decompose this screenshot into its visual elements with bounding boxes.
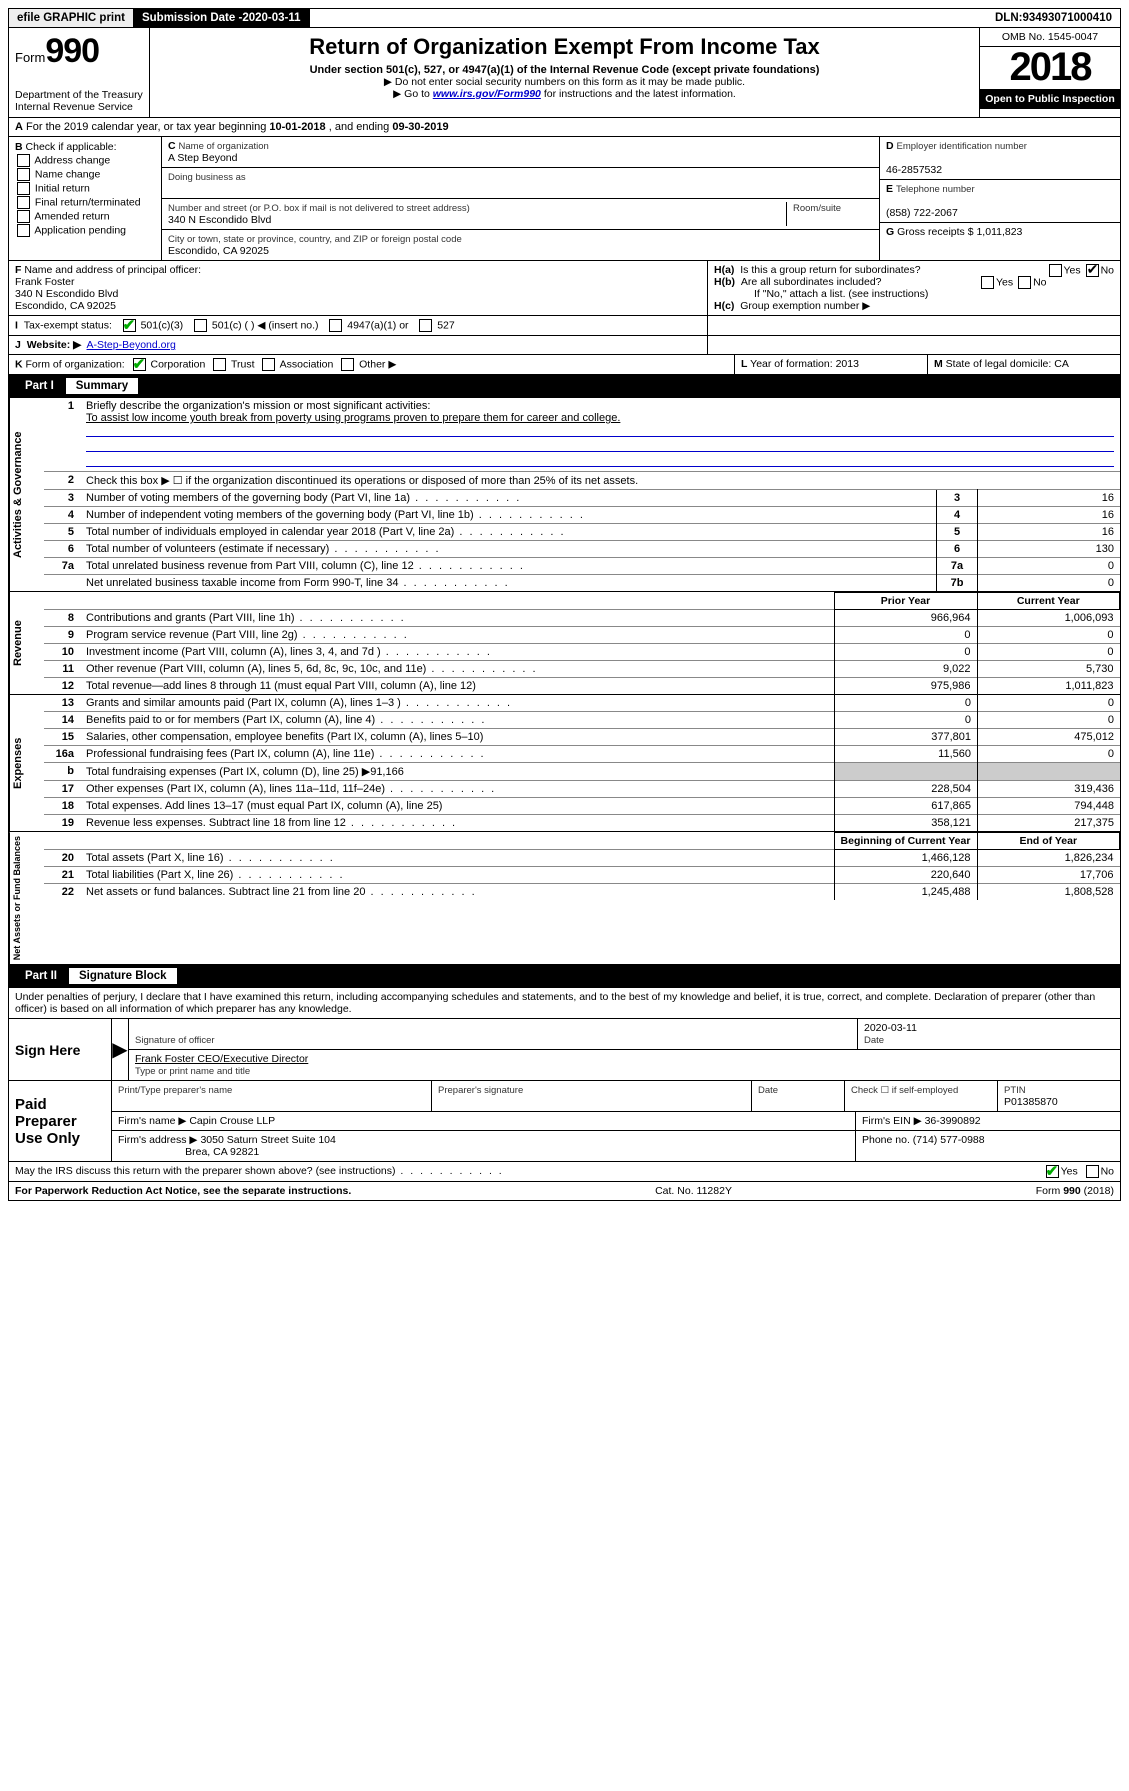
paid-preparer-block: Paid Preparer Use Only Print/Type prepar… [8, 1081, 1121, 1162]
form-header: Form990 Department of the Treasury Inter… [8, 28, 1121, 118]
footer: For Paperwork Reduction Act Notice, see … [8, 1182, 1121, 1201]
domicile: CA [1054, 358, 1069, 370]
firm-addr1: 3050 Saturn Street Suite 104 [200, 1134, 335, 1146]
mission-text: To assist low income youth break from po… [86, 412, 620, 424]
note-ssn: ▶ Do not enter social security numbers o… [156, 76, 973, 88]
form-title: Return of Organization Exempt From Incom… [156, 34, 973, 60]
top-bar: efile GRAPHIC print Submission Date - 20… [8, 8, 1121, 28]
part2-header: Part II Signature Block [8, 965, 1121, 988]
discuss-row: May the IRS discuss this return with the… [8, 1162, 1121, 1182]
submission-date: Submission Date - 2020-03-11 [134, 9, 310, 27]
gross-receipts: 1,011,823 [976, 226, 1022, 238]
part1-revenue: Revenue Prior YearCurrent Year 8Contribu… [8, 592, 1121, 695]
org-name: A Step Beyond [168, 152, 237, 164]
irs-link[interactable]: www.irs.gov/Form990 [433, 88, 541, 100]
year-formation: 2013 [836, 358, 859, 370]
chk-address[interactable]: Address change [15, 154, 155, 167]
chk-name[interactable]: Name change [15, 168, 155, 181]
col-c: C Name of organization A Step Beyond Doi… [162, 137, 880, 260]
website-link[interactable]: A-Step-Beyond.org [87, 339, 176, 351]
phone: (858) 722-2067 [886, 207, 958, 219]
sign-here-block: Sign Here ▶ Signature of officer 2020-03… [8, 1019, 1121, 1081]
officer-addr2: Escondido, CA 92025 [15, 300, 116, 312]
col-b-checks: B Check if applicable: Address change Na… [9, 137, 162, 260]
officer-typed: Frank Foster CEO/Executive Director [135, 1053, 308, 1065]
dln: DLN: 93493071000410 [987, 9, 1120, 27]
officer-addr1: 340 N Escondido Blvd [15, 288, 118, 300]
form-subtitle: Under section 501(c), 527, or 4947(a)(1)… [156, 64, 973, 76]
perjury-text: Under penalties of perjury, I declare th… [8, 988, 1121, 1019]
street: 340 N Escondido Blvd [168, 214, 271, 226]
dept-label: Department of the Treasury Internal Reve… [15, 89, 143, 113]
ptin: P01385870 [1004, 1096, 1058, 1108]
city: Escondido, CA 92025 [168, 245, 269, 257]
firm-ein: 36-3990892 [925, 1115, 981, 1127]
row-j: J Website: ▶ A-Step-Beyond.org [8, 336, 1121, 355]
part1-expenses: Expenses 13Grants and similar amounts pa… [8, 695, 1121, 832]
chk-pending[interactable]: Application pending [15, 224, 155, 237]
part1-governance: Activities & Governance 1 Briefly descri… [8, 398, 1121, 592]
officer-name: Frank Foster [15, 276, 75, 288]
form-number: Form990 [15, 32, 143, 71]
chk-initial[interactable]: Initial return [15, 182, 155, 195]
row-i: I Tax-exempt status: 501(c)(3) 501(c) ( … [8, 316, 1121, 336]
public-badge: Open to Public Inspection [980, 89, 1120, 109]
row-klm: K Form of organization: Corporation Trus… [8, 355, 1121, 375]
firm-addr2: Brea, CA 92821 [185, 1146, 259, 1158]
row-a-taxyear: A For the 2019 calendar year, or tax yea… [8, 118, 1121, 137]
firm-phone: (714) 577-0988 [913, 1134, 985, 1146]
firm-name: Capin Crouse LLP [189, 1115, 275, 1127]
entity-block: B Check if applicable: Address change Na… [8, 137, 1121, 261]
row-fh: F Name and address of principal officer:… [8, 261, 1121, 316]
tax-year: 2018 [980, 47, 1120, 89]
note-link: ▶ Go to www.irs.gov/Form990 for instruct… [156, 88, 973, 100]
efile-btn[interactable]: efile GRAPHIC print [9, 9, 134, 27]
ein: 46-2857532 [886, 164, 942, 176]
chk-final[interactable]: Final return/terminated [15, 196, 155, 209]
col-d: D Employer identification number 46-2857… [880, 137, 1120, 260]
part1-header: Part I Summary [8, 375, 1121, 398]
sig-date: 2020-03-11 [864, 1022, 917, 1034]
chk-amended[interactable]: Amended return [15, 210, 155, 223]
part1-netassets: Net Assets or Fund Balances Beginning of… [8, 832, 1121, 965]
